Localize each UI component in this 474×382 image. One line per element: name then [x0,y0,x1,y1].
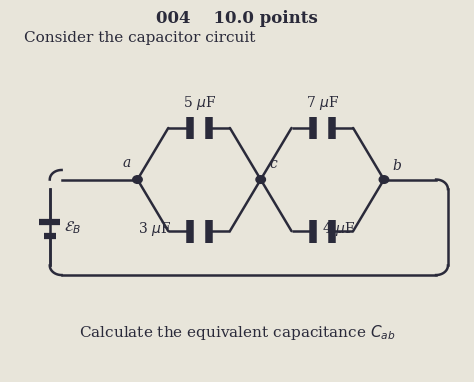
Text: a: a [123,156,131,170]
Circle shape [379,176,389,183]
Text: 4 $\mu$F: 4 $\mu$F [322,220,356,238]
Text: 5 $\mu$F: 5 $\mu$F [182,94,216,112]
Text: $\mathcal{E}_B$: $\mathcal{E}_B$ [64,219,81,236]
Text: 3 $\mu$F: 3 $\mu$F [137,220,171,238]
Text: 7 $\mu$F: 7 $\mu$F [306,94,339,112]
Circle shape [133,176,142,183]
Text: c: c [269,157,277,171]
Text: Calculate the equivalent capacitance $C_{ab}$: Calculate the equivalent capacitance $C_… [79,323,395,342]
Text: b: b [393,159,401,173]
Text: Consider the capacitor circuit: Consider the capacitor circuit [24,31,255,45]
Circle shape [256,176,265,183]
Text: 004    10.0 points: 004 10.0 points [156,10,318,27]
